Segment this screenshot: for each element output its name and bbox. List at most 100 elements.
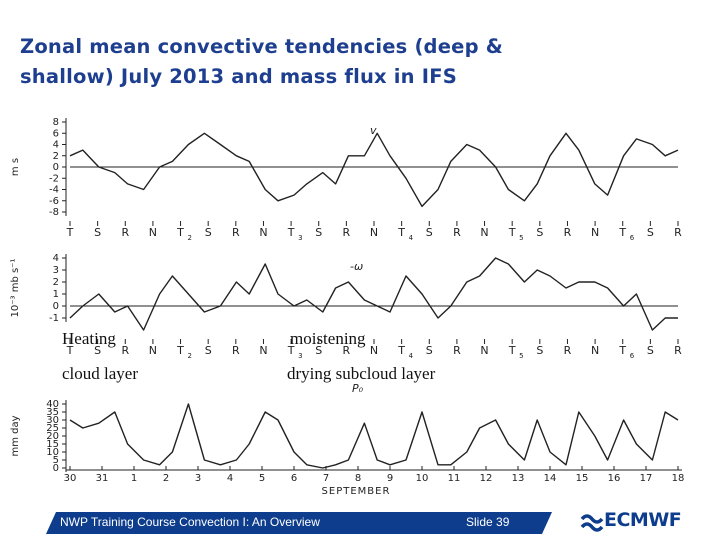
phase-subscript-1-4: 2 [188, 352, 192, 360]
y-tick-label-0-7: -6 [49, 196, 59, 207]
y-tick-label-0-0: 8 [53, 117, 59, 128]
phase-label-0-4: T [176, 226, 184, 239]
phase-subscript-1-16: 5 [519, 352, 523, 360]
phase-label-1-20: T [618, 344, 626, 357]
phase-label-0-18: R [564, 226, 572, 239]
y-tick-label-2-8: 0 [53, 463, 59, 474]
series-label-0: v [370, 124, 377, 137]
phase-label-0-15: N [480, 226, 488, 239]
drying-label: drying subcloud layer [287, 364, 436, 383]
phase-label-0-2: R [121, 226, 129, 239]
y-tick-label-1-3: 1 [53, 289, 59, 300]
y-tick-label-0-4: 0 [53, 162, 59, 173]
x-tick-label-18: 17 [640, 473, 653, 484]
phase-subscript-0-20: 6 [630, 234, 635, 242]
x-tick-label-4: 3 [195, 473, 201, 484]
cloud-layer-label: cloud layer [62, 364, 138, 383]
phase-label-1-6: R [232, 344, 240, 357]
phase-label-1-15: N [480, 344, 488, 357]
phase-label-1-8: T [287, 344, 295, 357]
phase-label-1-16: T [508, 344, 516, 357]
phase-label-0-1: S [94, 226, 101, 239]
x-tick-label-1: 31 [96, 473, 109, 484]
phase-label-1-14: R [453, 344, 461, 357]
y-tick-label-2-0: 40 [46, 399, 59, 410]
y-tick-label-1-1: 3 [53, 265, 59, 276]
phase-label-1-22: R [674, 344, 682, 357]
x-tick-label-14: 13 [512, 473, 525, 484]
phase-label-1-2: R [121, 344, 129, 357]
phase-subscript-1-8: 3 [298, 352, 302, 360]
phase-label-1-10: R [343, 344, 351, 357]
x-tick-label-11: 10 [416, 473, 429, 484]
phase-label-1-4: T [176, 344, 184, 357]
y-tick-label-0-3: 2 [53, 151, 59, 162]
ecmwf-logo-text: ECMWF [604, 509, 682, 531]
phase-label-0-7: N [259, 226, 267, 239]
y-axis-label-1: 10⁻³ mb s⁻¹ [10, 259, 21, 318]
phase-label-1-1: S [94, 344, 101, 357]
phase-label-0-19: N [591, 226, 599, 239]
phase-label-0-6: R [232, 226, 240, 239]
phase-label-1-0: T [66, 344, 74, 357]
x-tick-label-12: 11 [448, 473, 461, 484]
series-line-0-0 [69, 132, 679, 208]
title-line-2: shallow) July 2013 and mass flux in IFS [20, 65, 457, 88]
y-tick-label-0-8: -8 [49, 207, 59, 218]
phase-label-0-3: N [149, 226, 157, 239]
x-tick-label-9: 8 [355, 473, 361, 484]
title-line-1: Zonal mean convective tendencies (deep & [20, 35, 503, 58]
y-tick-label-0-1: 6 [53, 128, 59, 139]
phase-label-0-12: T [397, 226, 405, 239]
y-tick-label-1-2: 2 [53, 277, 59, 288]
y-tick-label-2-3: 25 [46, 423, 59, 434]
x-tick-label-8: 7 [323, 473, 329, 484]
y-tick-label-0-2: 4 [53, 140, 59, 151]
phase-label-1-13: S [426, 344, 433, 357]
x-tick-label-15: 14 [544, 473, 557, 484]
y-tick-label-0-6: -4 [49, 185, 59, 196]
phase-label-0-21: S [647, 226, 654, 239]
series-line-2-0 [69, 403, 679, 469]
ecmwf-logo-icon [580, 514, 604, 532]
series-line-1-0 [69, 257, 678, 331]
phase-subscript-1-12: 4 [409, 352, 414, 360]
phase-subscript-0-8: 3 [298, 234, 302, 242]
y-tick-label-2-2: 30 [46, 415, 59, 426]
phase-label-0-17: S [536, 226, 543, 239]
phase-label-0-22: R [674, 226, 682, 239]
phase-subscript-1-20: 6 [630, 352, 635, 360]
x-tick-label-5: 4 [227, 473, 233, 484]
y-tick-label-2-6: 10 [46, 447, 59, 458]
y-tick-label-1-4: 0 [53, 301, 59, 312]
phase-label-0-5: S [205, 226, 212, 239]
phase-label-1-11: N [370, 344, 378, 357]
x-tick-label-16: 15 [576, 473, 589, 484]
footer-slide-number: Slide 39 [466, 515, 510, 529]
phase-subscript-0-4: 2 [188, 234, 192, 242]
x-tick-label-0: 30 [64, 473, 77, 484]
phase-label-1-3: N [149, 344, 157, 357]
y-axis-label-0: m s [10, 158, 21, 176]
x-tick-label-7: 6 [291, 473, 297, 484]
x-tick-label-17: 16 [608, 473, 621, 484]
y-tick-label-1-5: -1 [49, 313, 59, 324]
phase-label-0-20: T [618, 226, 626, 239]
phase-label-1-7: N [259, 344, 267, 357]
phase-label-1-12: T [397, 344, 405, 357]
phase-label-0-9: S [315, 226, 322, 239]
series-label-2: P₀ [352, 382, 364, 395]
y-tick-label-2-4: 20 [46, 431, 59, 442]
x-tick-label-6: 5 [259, 473, 265, 484]
x-tick-label-2: 1 [131, 473, 137, 484]
phase-label-1-17: S [536, 344, 543, 357]
series-label-1: -ω [350, 260, 363, 273]
y-tick-label-1-0: 4 [53, 253, 59, 264]
phase-label-0-0: T [66, 226, 74, 239]
x-tick-label-13: 12 [480, 473, 493, 484]
y-tick-label-2-7: 5 [53, 455, 59, 466]
phase-label-0-11: N [370, 226, 378, 239]
phase-label-0-10: R [343, 226, 351, 239]
phase-label-0-13: S [426, 226, 433, 239]
